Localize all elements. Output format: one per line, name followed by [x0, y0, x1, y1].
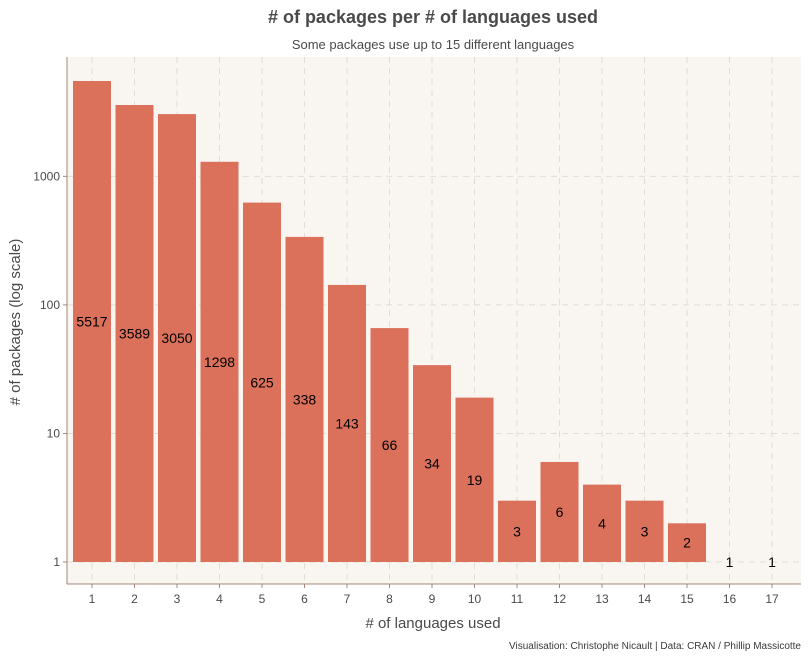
- chart-subtitle: Some packages use up to 15 different lan…: [292, 37, 575, 52]
- y-tick-label: 100: [40, 298, 60, 312]
- bar-value-label: 338: [293, 391, 317, 407]
- bar-value-labels: 5517 3589 3050 1298 625 338 143 66 34 19 3 6 4 3 2 1 1: [76, 314, 776, 571]
- bar-value-label: 5517: [76, 314, 107, 330]
- y-axis-ticks: 1 10 100 1000: [33, 169, 67, 569]
- x-tick-label: 10: [468, 592, 482, 606]
- bar: [498, 500, 536, 562]
- x-tick-label: 3: [174, 592, 181, 606]
- x-tick-label: 17: [765, 592, 779, 606]
- bar-value-label: 66: [382, 437, 398, 453]
- y-tick-label: 1000: [33, 169, 60, 183]
- bar-value-label: 3589: [119, 326, 150, 342]
- bar: [455, 397, 494, 562]
- bar-value-label: 1: [768, 554, 776, 570]
- y-tick-label: 1: [53, 555, 60, 569]
- bar: [243, 202, 281, 562]
- bar: [583, 484, 621, 562]
- bar-value-label: 3: [513, 523, 521, 539]
- bar-value-label: 34: [424, 456, 440, 472]
- x-axis-title: # of languages used: [365, 615, 500, 632]
- bar-value-label: 2: [683, 535, 691, 551]
- x-tick-label: 16: [723, 592, 737, 606]
- x-tick-label: 2: [131, 592, 138, 606]
- bar-value-label: 6: [556, 504, 564, 520]
- y-axis-title: # of packages (log scale): [7, 239, 24, 406]
- x-tick-label: 15: [680, 592, 694, 606]
- x-tick-label: 12: [553, 592, 567, 606]
- bar: [158, 114, 196, 563]
- bar: [370, 328, 409, 562]
- bar: [413, 365, 451, 562]
- bar-value-label: 143: [335, 415, 359, 431]
- x-tick-label: 13: [595, 592, 609, 606]
- x-tick-label: 8: [386, 592, 393, 606]
- chart-title: # of packages per # of languages used: [268, 7, 598, 27]
- x-tick-label: 11: [511, 592, 524, 606]
- x-tick-label: 14: [638, 592, 652, 606]
- bar: [115, 105, 154, 563]
- x-tick-label: 7: [344, 592, 351, 606]
- caption: Visualisation: Christophe Nicault | Data…: [509, 641, 801, 652]
- bar: [73, 81, 111, 562]
- bars: [73, 81, 706, 563]
- bar: [625, 500, 664, 562]
- bar-value-label: 19: [467, 472, 483, 488]
- y-tick-label: 10: [47, 426, 61, 440]
- x-tick-label: 5: [259, 592, 266, 606]
- x-tick-label: 4: [216, 592, 223, 606]
- bar: [328, 284, 366, 562]
- bar-value-label: 3: [641, 523, 649, 539]
- bar-value-label: 3050: [161, 330, 192, 346]
- bar-value-label: 4: [598, 515, 606, 531]
- x-tick-label: 6: [301, 592, 308, 606]
- bar-value-label: 1298: [204, 354, 235, 370]
- bar: [540, 461, 579, 562]
- bar: [285, 236, 324, 562]
- bar: [668, 523, 706, 562]
- bar-value-label: 1: [726, 554, 734, 570]
- x-tick-label: 9: [429, 592, 436, 606]
- bar-value-label: 625: [250, 374, 274, 390]
- x-tick-label: 1: [89, 592, 96, 606]
- bar: [200, 161, 239, 562]
- x-axis-ticks: 1 2 3 4 5 6 7 8 9 10 11 12 13 14 15 16 17: [89, 584, 779, 606]
